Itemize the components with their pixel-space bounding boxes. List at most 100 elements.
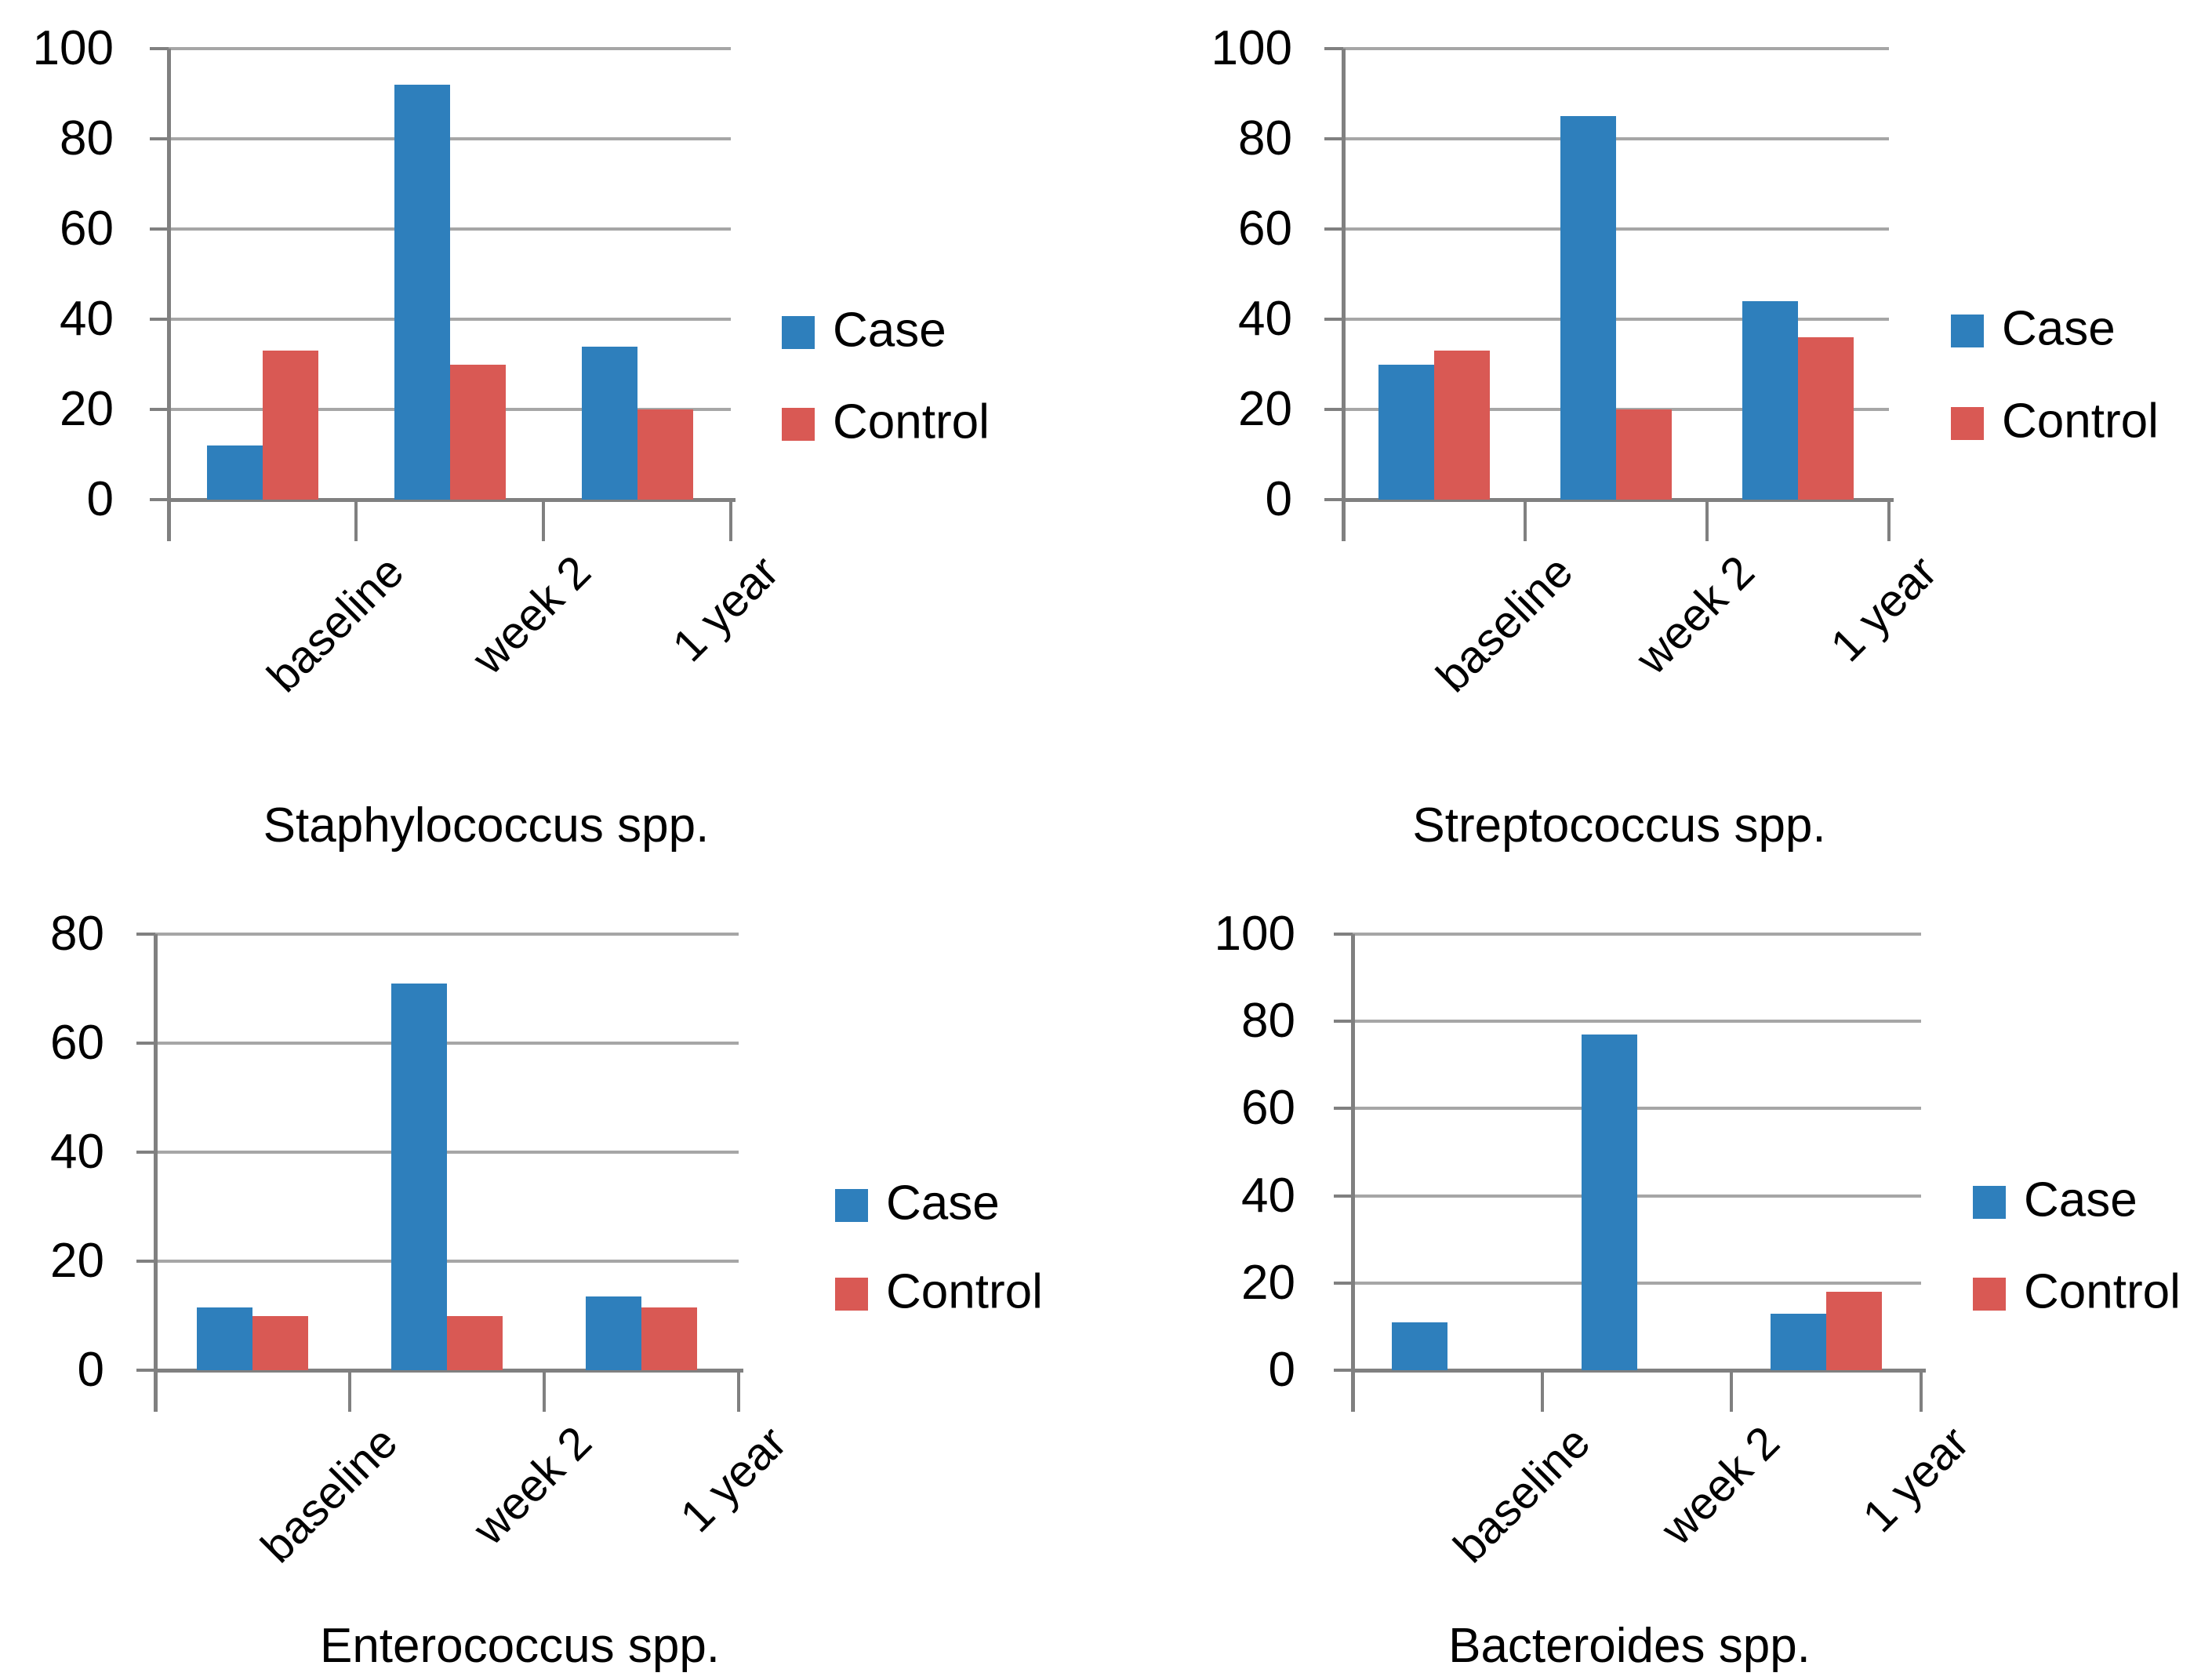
gridline [169, 137, 731, 140]
bar-case [586, 1296, 641, 1370]
y-axis-tick [136, 1260, 155, 1263]
gridline [1353, 1020, 1921, 1024]
gridline [1353, 1107, 1921, 1111]
gridline [169, 318, 731, 321]
gridline [1343, 47, 1889, 50]
chart-title: Staphylococcus spp. [263, 798, 710, 853]
y-tick-label: 100 [32, 21, 114, 75]
y-axis-tick [150, 137, 169, 140]
y-axis-line [1350, 934, 1355, 1412]
y-axis-tick [1324, 318, 1343, 321]
x-axis-line [1343, 497, 1894, 502]
x-axis-tick [1705, 500, 1709, 541]
gridline [155, 1151, 739, 1154]
bar-case [1560, 116, 1616, 500]
y-axis-tick [1324, 137, 1343, 140]
y-axis-tick [150, 227, 169, 231]
gridline [1343, 227, 1889, 231]
y-axis-tick [150, 408, 169, 411]
x-category-label: baseline [1444, 1416, 1600, 1573]
x-category-label: week 2 [463, 546, 601, 685]
y-tick-label: 60 [1238, 202, 1292, 256]
bar-case [581, 346, 637, 500]
legend-case-label: Case [2002, 301, 2116, 356]
legend-control-swatch [1951, 407, 1984, 440]
y-tick-label: 0 [77, 1343, 104, 1397]
chart-title: Streptococcus spp. [1412, 798, 1826, 853]
y-tick-label: 60 [50, 1016, 104, 1070]
y-tick-label: 60 [60, 202, 114, 256]
x-category-label: 1 year [1821, 546, 1947, 672]
y-axis-tick [150, 47, 169, 50]
legend-case-swatch [782, 316, 815, 349]
x-category-label: 1 year [663, 546, 789, 672]
y-tick-label: 40 [50, 1125, 104, 1179]
legend-control-swatch [1973, 1278, 2006, 1311]
x-axis-tick [737, 1370, 740, 1412]
x-category-label: week 2 [463, 1416, 602, 1555]
y-tick-label: 80 [60, 111, 114, 165]
x-axis-line [169, 497, 736, 502]
y-tick-label: 100 [1211, 21, 1292, 75]
x-category-label: baseline [1426, 546, 1583, 702]
x-axis-tick [1730, 1370, 1734, 1412]
y-axis-tick [150, 318, 169, 321]
x-axis-line [1353, 1368, 1926, 1373]
y-tick-label: 20 [60, 382, 114, 436]
bar-case [197, 1307, 252, 1370]
y-tick-label: 20 [1238, 382, 1292, 436]
bar-control [637, 409, 693, 500]
legend-control-label: Control [833, 395, 990, 449]
gridline [155, 933, 739, 936]
x-axis-tick [729, 500, 732, 541]
y-axis-tick [1334, 1369, 1353, 1372]
gridline [169, 47, 731, 50]
bar-case [206, 445, 263, 500]
y-axis-tick [1334, 1107, 1353, 1111]
gridline [1343, 408, 1889, 411]
legend-control-label: Control [2024, 1264, 2181, 1319]
y-axis-tick [136, 1151, 155, 1154]
y-axis-tick [1324, 227, 1343, 231]
gridline [1353, 1281, 1921, 1285]
x-axis-tick [1524, 500, 1527, 541]
x-category-label: week 2 [1651, 1416, 1789, 1555]
x-axis-tick [1887, 500, 1891, 541]
bar-control [1826, 1291, 1883, 1370]
x-axis-tick [1920, 1370, 1923, 1412]
x-category-label: baseline [251, 1416, 408, 1573]
y-axis-line [153, 934, 158, 1412]
y-tick-label: 80 [1241, 994, 1295, 1049]
legend-control-swatch [835, 1278, 868, 1311]
bar-control [1434, 351, 1490, 500]
x-axis-line [155, 1368, 743, 1373]
y-tick-label: 40 [1238, 292, 1292, 346]
x-category-label: week 2 [1626, 546, 1765, 685]
x-axis-tick [348, 1370, 351, 1412]
y-tick-label: 0 [1268, 1343, 1295, 1397]
chart-title: Bacteroides spp. [1448, 1619, 1811, 1673]
legend-case-swatch [835, 1189, 868, 1222]
y-axis-tick [1324, 498, 1343, 501]
y-tick-label: 0 [86, 472, 114, 526]
bar-control [447, 1315, 503, 1370]
bar-control [641, 1307, 697, 1370]
y-tick-label: 60 [1241, 1081, 1295, 1136]
bar-case [1391, 1322, 1447, 1370]
bar-control [1616, 409, 1672, 500]
bar-case [1742, 301, 1798, 500]
bar-control [449, 364, 506, 500]
y-axis-tick [1334, 933, 1353, 936]
y-tick-label: 20 [50, 1234, 104, 1288]
gridline [155, 1042, 739, 1045]
gridline [169, 408, 731, 411]
gridline [1353, 933, 1921, 936]
x-axis-tick [354, 500, 358, 541]
y-axis-tick [1324, 408, 1343, 411]
bar-case [1581, 1034, 1637, 1370]
legend-case-label: Case [833, 303, 946, 358]
